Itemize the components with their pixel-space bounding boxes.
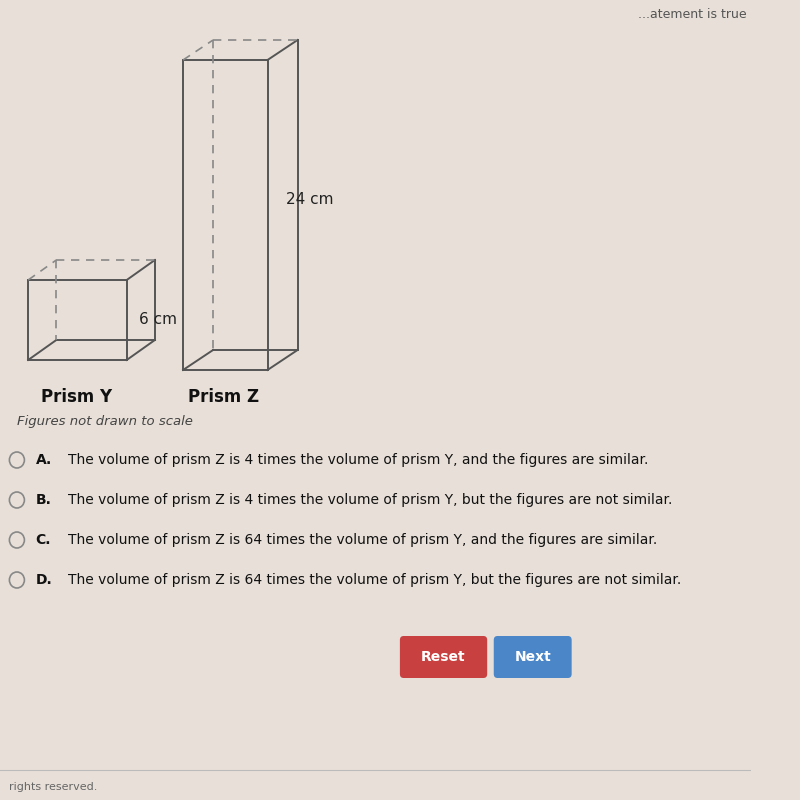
Text: Reset: Reset [422, 650, 466, 664]
Text: rights reserved.: rights reserved. [10, 782, 98, 792]
Text: 24 cm: 24 cm [286, 193, 334, 207]
FancyBboxPatch shape [400, 636, 487, 678]
Text: The volume of prism Z is 64 times the volume of prism Y, but the figures are not: The volume of prism Z is 64 times the vo… [67, 573, 681, 587]
Text: B.: B. [36, 493, 51, 507]
Text: ...atement is true: ...atement is true [638, 8, 746, 21]
Text: Figures not drawn to scale: Figures not drawn to scale [17, 415, 193, 428]
Text: The volume of prism Z is 4 times the volume of prism Y, but the figures are not : The volume of prism Z is 4 times the vol… [67, 493, 672, 507]
Text: Prism Y: Prism Y [42, 388, 113, 406]
Text: C.: C. [36, 533, 51, 547]
Text: 6 cm: 6 cm [139, 313, 177, 327]
Circle shape [10, 532, 25, 548]
Text: Prism Z: Prism Z [188, 388, 259, 406]
Text: D.: D. [36, 573, 53, 587]
Text: The volume of prism Z is 4 times the volume of prism Y, and the figures are simi: The volume of prism Z is 4 times the vol… [67, 453, 648, 467]
FancyBboxPatch shape [494, 636, 572, 678]
Text: Next: Next [514, 650, 551, 664]
Circle shape [10, 492, 25, 508]
Circle shape [10, 572, 25, 588]
Circle shape [10, 452, 25, 468]
Text: A.: A. [36, 453, 52, 467]
Text: The volume of prism Z is 64 times the volume of prism Y, and the figures are sim: The volume of prism Z is 64 times the vo… [67, 533, 657, 547]
